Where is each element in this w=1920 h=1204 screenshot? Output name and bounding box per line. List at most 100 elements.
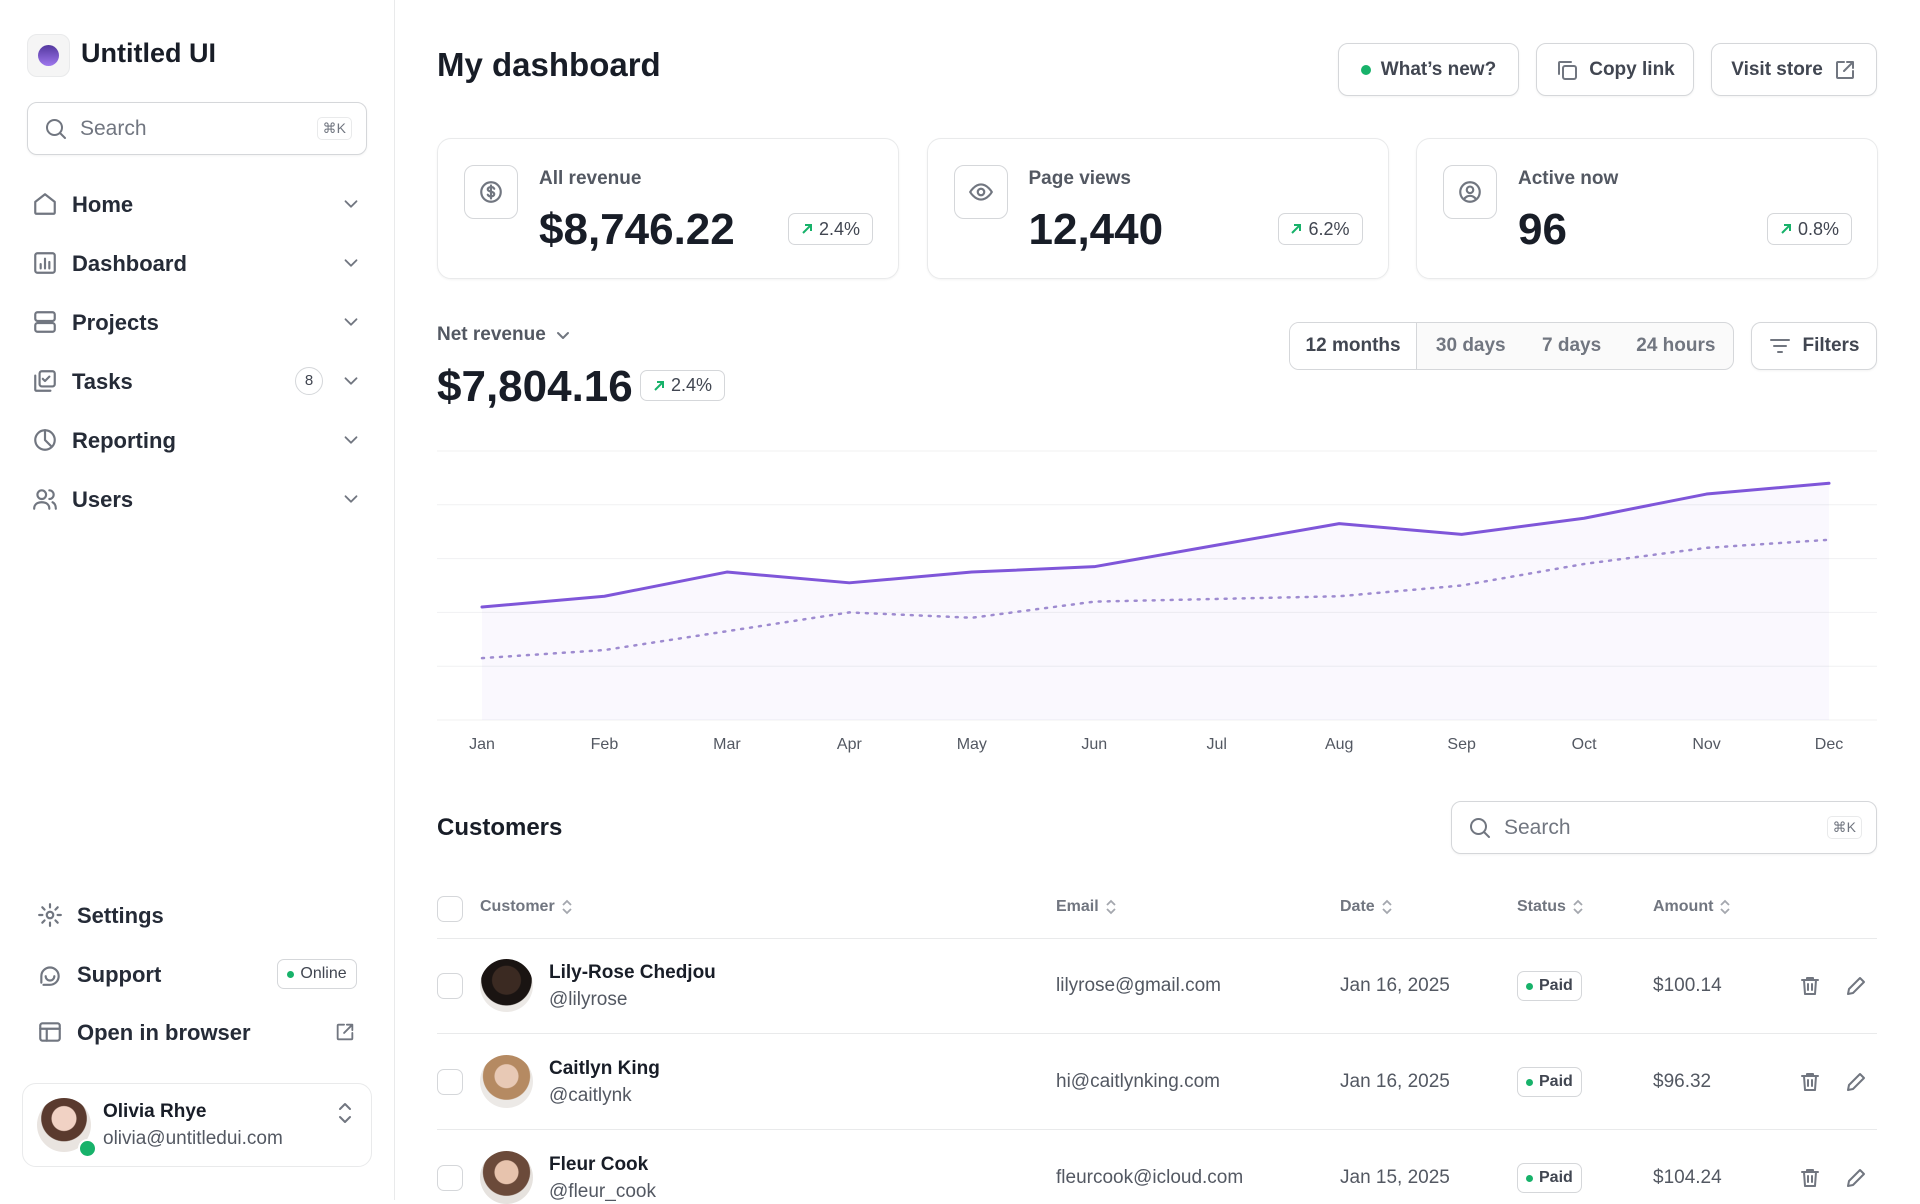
nav-item[interactable]: Reporting: [22, 416, 372, 464]
status-badge: Paid: [1517, 1163, 1582, 1193]
edit-icon[interactable]: [1844, 1069, 1868, 1095]
edit-icon[interactable]: [1844, 973, 1868, 999]
row-divider: [437, 1129, 1877, 1130]
customer-handle: @lilyrose: [549, 989, 628, 1010]
x-tick-label: May: [957, 736, 987, 753]
range-option[interactable]: 30 days: [1435, 335, 1506, 356]
footer-nav-item[interactable]: Settings: [27, 891, 367, 939]
up-arrow: [802, 224, 812, 234]
column-header[interactable]: Date: [1340, 898, 1393, 916]
nav-item[interactable]: Home: [22, 180, 372, 228]
x-tick-label: Apr: [837, 736, 863, 753]
customer-name: Fleur Cook: [549, 1154, 649, 1175]
chevron: [556, 332, 569, 339]
range-option[interactable]: 7 days: [1542, 335, 1602, 356]
customer-email: fleurcook@icloud.com: [1056, 1167, 1244, 1188]
column-header[interactable]: Amount: [1653, 898, 1731, 916]
sort-icon: [1573, 899, 1583, 915]
status-badge: Paid: [1517, 1067, 1582, 1097]
select-all-checkbox[interactable]: [437, 896, 463, 922]
row-checkbox[interactable]: [437, 973, 463, 999]
customer-avatar: [480, 1151, 533, 1204]
change-value: 2.4%: [670, 375, 713, 395]
footer-nav-item[interactable]: Support: [27, 950, 367, 998]
chevron: [344, 318, 358, 326]
nav-label: Dashboard: [72, 251, 187, 276]
range-option[interactable]: 12 months: [1290, 323, 1418, 369]
search-icon: [1470, 818, 1490, 838]
nav-item[interactable]: Dashboard: [22, 239, 372, 287]
sort-icon: [1106, 899, 1116, 915]
row-checkbox[interactable]: [437, 1165, 463, 1191]
x-tick-label: Nov: [1692, 736, 1720, 753]
nav-icon: [39, 1022, 61, 1042]
user-menu-icon[interactable]: [335, 1100, 355, 1126]
change-value: 6.2%: [1308, 218, 1350, 239]
delete-icon[interactable]: [1798, 973, 1822, 999]
customer-date: Jan 15, 2025: [1340, 1167, 1450, 1188]
nav-badge: 8: [295, 367, 323, 395]
range-option[interactable]: 24 hours: [1636, 335, 1716, 356]
customer-handle: @caitlynk: [549, 1085, 632, 1106]
up-arrow: [654, 380, 664, 391]
chart-title: Net revenue: [437, 324, 546, 345]
status-dot: [1526, 982, 1533, 990]
delete-icon[interactable]: [1798, 1165, 1822, 1191]
status-dot: [287, 970, 295, 978]
nav-label: Users: [72, 487, 134, 512]
customer-amount: $96.32: [1653, 1071, 1712, 1092]
row-checkbox[interactable]: [437, 1069, 463, 1095]
customer-handle: @fleur_cook: [549, 1181, 656, 1202]
column-label: Status: [1517, 898, 1566, 915]
stat-card: Active now 96 0.8%: [1416, 138, 1878, 279]
series-line: [480, 481, 1831, 609]
copy-link-button[interactable]: Copy link: [1536, 43, 1694, 96]
search-shortcut: ⌘K: [316, 117, 352, 140]
delete-icon[interactable]: [1798, 1069, 1822, 1095]
chart-title-wrap[interactable]: Net revenue: [437, 324, 572, 346]
nav-label: Projects: [72, 310, 159, 335]
status-label: Paid: [1539, 977, 1573, 994]
stat-card: All revenue $8,746.22 2.4%: [437, 138, 899, 279]
chart: Jan Feb Mar Apr May Jun Jul Aug Sep Oct Nov Dec: [437, 450, 1877, 753]
customers-search[interactable]: Search ⌘K: [1451, 801, 1877, 854]
chevron: [344, 259, 358, 267]
up-arrow: [1781, 224, 1791, 234]
search-placeholder: Search: [80, 117, 147, 140]
nav-icon: [34, 370, 56, 392]
column-label: Email: [1056, 898, 1099, 915]
chevron: [344, 436, 358, 444]
visit-store-button[interactable]: Visit store: [1711, 43, 1877, 96]
customer-avatar: [480, 1055, 533, 1108]
chevron: [344, 495, 358, 503]
whats-new-button[interactable]: What’s new?: [1338, 43, 1519, 96]
column-header[interactable]: Customer: [480, 898, 573, 916]
column-header[interactable]: Status: [1517, 898, 1584, 916]
user-card[interactable]: Olivia Rhye olivia@untitledui.com: [22, 1083, 372, 1167]
stat-icon: [968, 183, 993, 201]
nav-item[interactable]: Projects: [22, 298, 372, 346]
stat-icon: [480, 181, 502, 203]
search-icon: [46, 119, 66, 139]
status-dot: [1360, 64, 1371, 75]
nav-icon: [33, 489, 57, 510]
nav-icon: [38, 903, 62, 927]
button-label: Filters: [1802, 335, 1860, 356]
nav-item[interactable]: Tasks 8: [22, 357, 372, 405]
x-tick-label: Jun: [1081, 736, 1107, 753]
sidebar: Untitled UI Search ⌘K Home Dashboard Proje…: [0, 0, 395, 1200]
change-badge: 2.4%: [640, 370, 725, 401]
stat-label: Active now: [1518, 168, 1619, 189]
filters-button[interactable]: Filters: [1751, 322, 1877, 370]
stat-icon-box: [1443, 165, 1497, 219]
footer-nav-item[interactable]: Open in browser: [27, 1008, 367, 1056]
nav-item[interactable]: Users: [22, 475, 372, 523]
chart-value: $7,804.16: [437, 362, 633, 411]
column-header[interactable]: Email: [1056, 898, 1117, 916]
edit-icon[interactable]: [1844, 1165, 1868, 1191]
copy-icon: [1558, 60, 1578, 80]
logo[interactable]: [27, 34, 70, 77]
sidebar-search[interactable]: Search ⌘K: [27, 102, 367, 155]
customer-amount: $100.14: [1653, 975, 1722, 996]
